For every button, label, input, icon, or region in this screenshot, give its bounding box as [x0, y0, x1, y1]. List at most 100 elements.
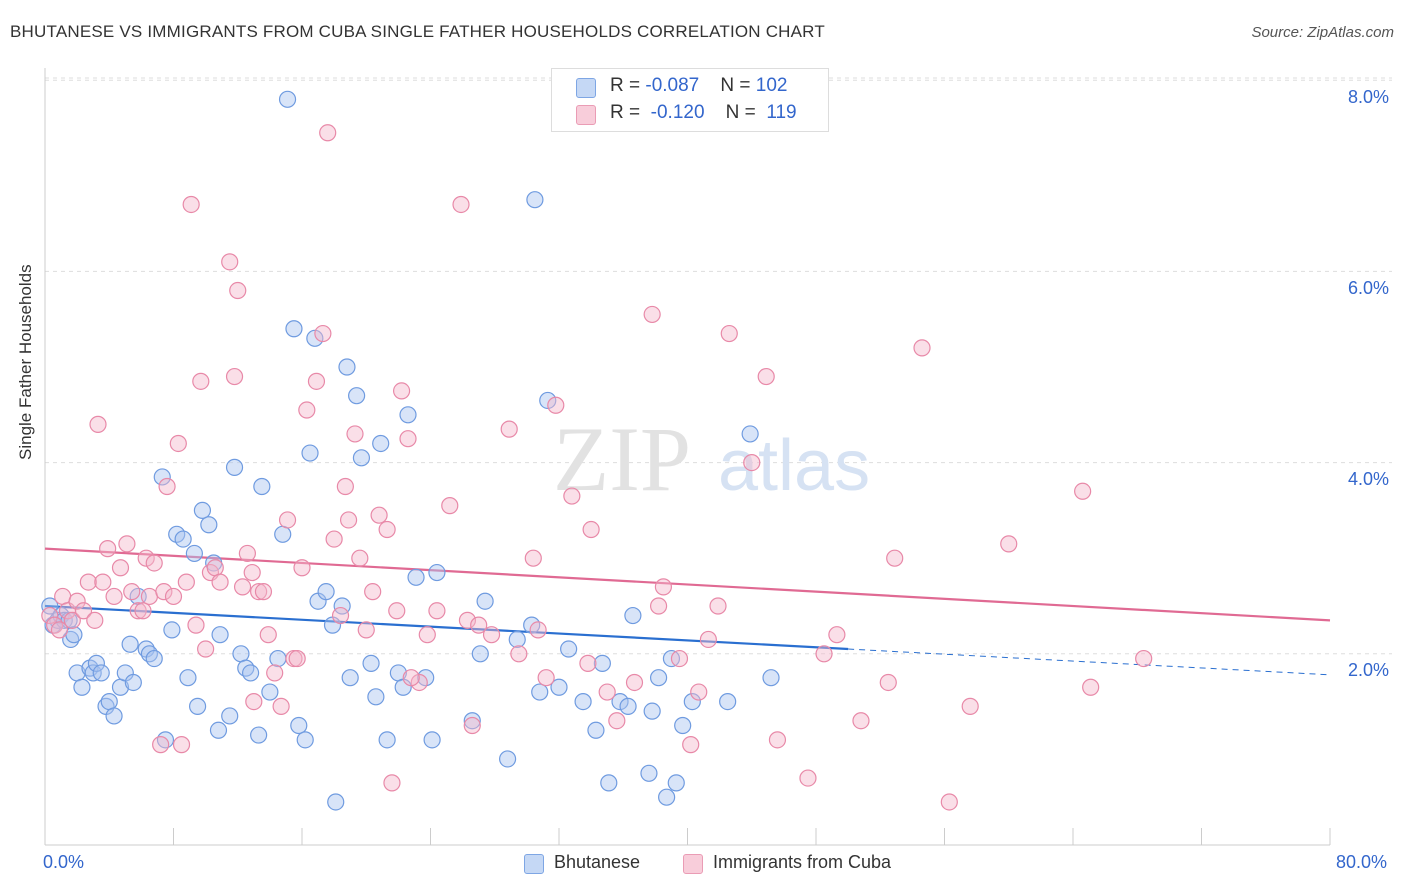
cuba-data-point [1082, 678, 1100, 696]
bhutanese-data-point [153, 468, 171, 486]
cuba-data-point [463, 716, 481, 735]
bhutanese-data-point [367, 688, 385, 706]
cuba-data-point [828, 626, 846, 644]
cuba-data-point [500, 420, 518, 438]
cuba-data-point [266, 664, 284, 682]
cuba-data-point [182, 195, 200, 214]
cuba-data-point [582, 520, 600, 539]
bhutanese-data-point [232, 645, 250, 663]
bhutanese-data-point [274, 525, 292, 543]
bhutanese-data-point [667, 774, 685, 792]
cuba-data-point [510, 645, 528, 663]
cuba-data-point [63, 611, 81, 629]
bhutanese-data-point [163, 621, 181, 639]
cuba-data-point [852, 712, 870, 730]
cuba-data-point [197, 640, 215, 658]
n-value-bhutanese: 102 [755, 75, 788, 96]
bhutanese-data-point [193, 501, 212, 519]
bhutanese-data-point [593, 654, 611, 672]
bhutanese-data-point [643, 702, 661, 720]
cuba-data-point [470, 616, 488, 634]
r-label: R = [610, 102, 646, 123]
cuba-data-point [690, 683, 708, 701]
bhutanese-data-point [250, 726, 268, 744]
cuba-data-point [99, 540, 117, 558]
bhutanese-swatch [576, 78, 596, 98]
cuba-data-point [288, 649, 306, 668]
cuba-swatch [683, 854, 703, 874]
bhutanese-data-point [140, 645, 159, 663]
r-label: R = [610, 75, 646, 96]
cuba-data-point [233, 578, 252, 596]
cuba-data-point [155, 583, 173, 601]
cuba-data-point [529, 621, 547, 639]
bhutanese-data-point [674, 716, 692, 735]
bhutanese-data-point [179, 669, 197, 687]
cuba-data-point [331, 606, 350, 625]
bhutanese-data-point [471, 645, 489, 663]
cuba-data-point [123, 583, 141, 601]
cuba-data-point [118, 535, 136, 553]
bhutanese-data-point [683, 692, 701, 711]
bhutanese-data-point [73, 678, 91, 696]
bhutanese-data-point [348, 387, 366, 405]
bhutanese-data-point [278, 90, 297, 108]
bhutanese-data-point [362, 654, 380, 672]
cuba-data-point [94, 573, 112, 591]
cuba-data-point [152, 736, 170, 754]
bhutanese-data-point [539, 391, 557, 410]
cuba-data-point [254, 583, 273, 601]
cuba-data-point [238, 544, 256, 563]
bhutanese-data-point [121, 635, 139, 653]
legend-label-bhutanese: Bhutanese [554, 852, 641, 872]
bhutanese-data-point [185, 544, 203, 563]
cuba-data-point [598, 683, 616, 701]
cuba-data-point [879, 673, 897, 692]
cuba-data-point [537, 669, 555, 687]
cuba-data-point [192, 372, 210, 390]
cuba-data-point [392, 382, 411, 400]
bhutanese-data-point [372, 434, 390, 453]
cuba-data-point [137, 549, 155, 567]
r-value-bhutanese: -0.087 [645, 75, 700, 96]
bhutanese-data-point [237, 659, 255, 677]
bhutanese-data-point [242, 664, 260, 682]
cuba-data-point [298, 401, 316, 419]
cuba-data-point [757, 367, 775, 386]
bhutanese-data-point [41, 597, 59, 615]
cuba-data-point [418, 626, 436, 644]
cuba-data-point [54, 587, 72, 606]
bhutanese-data-point [261, 683, 279, 701]
cuba-trendline [44, 547, 1331, 622]
watermark-atlas: atlas [718, 426, 870, 506]
y-tick-4: 4.0% [1348, 469, 1390, 489]
cuba-data-point [211, 573, 229, 591]
cuba-data-point [388, 602, 406, 620]
bhutanese-data-point [338, 358, 356, 376]
bhutanese-data-point [145, 649, 163, 668]
bhutanese-data-point [587, 721, 605, 739]
n-label: N = [725, 102, 762, 123]
y-tick-8: 8.0% [1348, 87, 1390, 107]
cuba-data-point [74, 602, 93, 620]
cuba-data-point [720, 324, 738, 343]
cuba-data-point [399, 430, 417, 448]
cuba-data-point [743, 454, 761, 472]
cuba-data-point [79, 573, 97, 591]
cuba-data-point [319, 124, 337, 142]
cuba-data-point [158, 477, 176, 496]
bhutanese-data-point [499, 750, 517, 768]
cuba-data-point [250, 583, 268, 601]
bhutanese-data-point [423, 731, 441, 749]
bhutanese-data-point [269, 649, 287, 668]
cuba-data-point [815, 645, 833, 663]
y-tick-6: 6.0% [1348, 278, 1390, 298]
r-value-cuba: -0.120 [650, 102, 705, 123]
bhutanese-data-point [407, 568, 425, 586]
cuba-data-point [336, 477, 354, 496]
cuba-data-point [50, 621, 69, 639]
bhutanese-data-point [560, 640, 578, 658]
cuba-data-point [293, 559, 311, 577]
cuba-data-point [1000, 535, 1018, 553]
